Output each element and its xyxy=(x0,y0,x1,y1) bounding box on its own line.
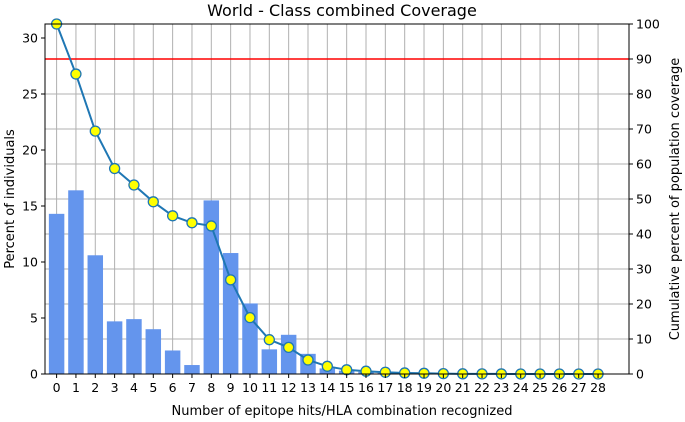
x-tick-label: 9 xyxy=(227,380,235,395)
line-point xyxy=(205,220,217,232)
x-tick-label: 6 xyxy=(169,380,177,395)
left-axis-ticks: 0 5 10 15 20 25 30 xyxy=(22,31,45,382)
line-point xyxy=(186,217,198,229)
chart-title: World - Class combined Coverage xyxy=(207,1,477,20)
x-tick-label: 0 xyxy=(53,380,61,395)
bar xyxy=(164,350,181,374)
line-point xyxy=(70,68,82,80)
bar xyxy=(48,213,65,374)
left-tick-label: 10 xyxy=(22,255,38,270)
x-tick-label: 8 xyxy=(207,380,215,395)
x-tick-label: 23 xyxy=(493,380,509,395)
bar xyxy=(145,329,162,374)
bar xyxy=(87,255,104,374)
x-tick-label: 25 xyxy=(532,380,548,395)
right-tick-label: 20 xyxy=(636,297,652,312)
line-point xyxy=(108,162,121,175)
line-point xyxy=(418,367,430,379)
left-tick-label: 30 xyxy=(22,31,38,46)
right-tick-label: 80 xyxy=(636,87,652,102)
line-point xyxy=(263,334,275,346)
x-tick-label: 17 xyxy=(377,380,393,395)
line-point xyxy=(166,210,179,222)
x-tick-label: 19 xyxy=(416,380,432,395)
x-tick-label: 15 xyxy=(339,380,355,395)
x-tick-label: 7 xyxy=(188,380,196,395)
left-tick-label: 15 xyxy=(22,199,38,214)
line-point xyxy=(89,125,101,137)
bar xyxy=(106,321,123,374)
x-tick-label: 22 xyxy=(474,380,490,395)
right-tick-label: 0 xyxy=(636,367,644,382)
y-axis-title: Percent of individuals xyxy=(3,129,18,269)
line-point xyxy=(244,311,256,324)
line-point xyxy=(341,364,353,376)
line-point xyxy=(147,196,159,208)
x-tick-label: 26 xyxy=(551,380,567,395)
line-point xyxy=(224,274,237,286)
right-tick-label: 60 xyxy=(636,157,652,172)
y2-axis-title: Cumulative percent of population coverag… xyxy=(668,58,683,341)
x-tick-label: 12 xyxy=(281,380,297,395)
x-tick-label: 1 xyxy=(72,380,80,395)
bar xyxy=(126,319,142,374)
line-point xyxy=(283,341,295,354)
x-tick-label: 27 xyxy=(571,380,587,395)
left-tick-label: 0 xyxy=(30,367,38,382)
right-axis-ticks: 0 10 20 30 40 50 60 70 80 90 100 xyxy=(629,17,660,382)
left-tick-label: 5 xyxy=(30,311,38,326)
left-tick-label: 20 xyxy=(22,143,38,158)
x-tick-label: 3 xyxy=(111,380,119,395)
right-tick-label: 100 xyxy=(636,17,660,32)
x-tick-label: 28 xyxy=(590,380,606,395)
line-point xyxy=(302,354,314,366)
x-tick-label: 18 xyxy=(397,380,413,395)
bar xyxy=(184,365,200,374)
bar xyxy=(68,190,84,374)
x-tick-label: 14 xyxy=(319,380,335,395)
x-tick-label: 10 xyxy=(242,380,258,395)
x-tick-label: 16 xyxy=(358,380,374,395)
x-tick-label: 5 xyxy=(149,380,157,395)
right-tick-label: 30 xyxy=(636,262,652,277)
x-tick-label: 24 xyxy=(513,380,529,395)
left-tick-label: 25 xyxy=(22,87,38,102)
x-tick-label: 20 xyxy=(435,380,451,395)
x-axis-title: Number of epitope hits/HLA combination r… xyxy=(172,404,513,419)
right-tick-label: 40 xyxy=(636,227,652,242)
right-tick-label: 90 xyxy=(636,52,652,67)
x-tick-label: 13 xyxy=(300,380,316,395)
right-tick-label: 50 xyxy=(636,192,652,207)
right-tick-label: 10 xyxy=(636,332,652,347)
bar xyxy=(261,349,278,374)
x-tick-label: 2 xyxy=(91,380,99,395)
x-tick-label: 21 xyxy=(455,380,471,395)
line-point xyxy=(321,360,333,372)
x-tick-label: 4 xyxy=(130,380,138,395)
bar xyxy=(222,253,239,374)
bar xyxy=(280,334,297,374)
x-tick-label: 11 xyxy=(261,380,277,395)
right-tick-label: 70 xyxy=(636,122,652,137)
bar xyxy=(203,200,220,374)
x-axis-ticks: 0 1 2 3 4 5 6 7 8 9 10 11 12 13 14 15 16 17 18 19 20 21 22 23 24… xyxy=(53,374,606,395)
line-point xyxy=(128,179,140,191)
